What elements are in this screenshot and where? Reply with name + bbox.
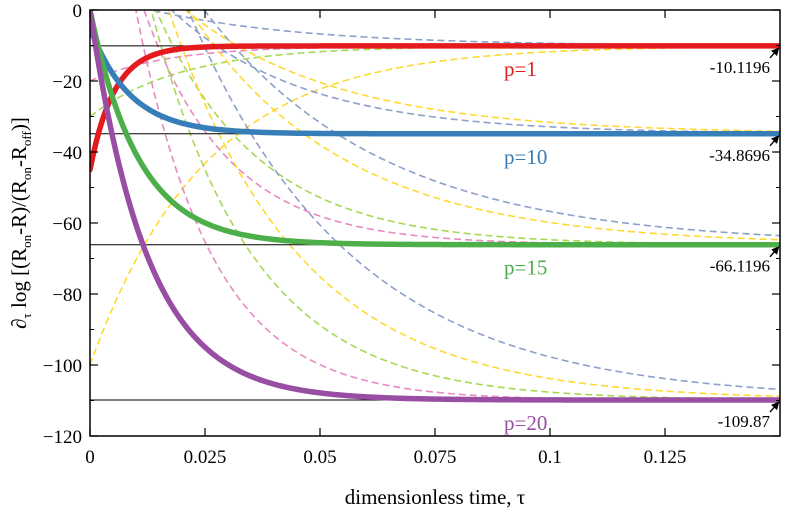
- x-tick-label: 0.075: [414, 447, 457, 468]
- series-line: [90, 10, 780, 248]
- dashed-curve: [155, 10, 780, 245]
- asymptote-arrow: [769, 47, 780, 59]
- x-tick-label: 0.1: [538, 447, 562, 468]
- asymptote-arrow: [769, 135, 780, 147]
- series-lines: [90, 10, 780, 403]
- dashed-curve: [167, 10, 780, 398]
- y-tick-label: −120: [43, 427, 82, 448]
- series-line: [90, 10, 780, 403]
- y-tick-label: −80: [52, 285, 82, 306]
- series-label: p=10: [504, 145, 547, 169]
- y-tick-label: 0: [73, 1, 83, 22]
- series-label: p=15: [504, 256, 547, 280]
- dashed-curve: [183, 10, 780, 133]
- y-tick-label: −100: [43, 356, 82, 377]
- x-tick-label: 0.025: [184, 447, 227, 468]
- x-tick-label: 0.125: [644, 447, 687, 468]
- dashed-curves: [90, 10, 780, 401]
- asymptote-arrow: [769, 246, 780, 258]
- series-label: p=20: [504, 411, 547, 435]
- plot-frame: [89, 9, 781, 437]
- series-line: [90, 43, 780, 173]
- asymptote-value-label: -10.1196: [710, 58, 770, 77]
- y-tick-label: −40: [52, 143, 82, 164]
- dashed-curve: [170, 10, 780, 134]
- dashed-curve: [148, 10, 780, 47]
- y-tick-label: −20: [52, 72, 82, 93]
- ticks: 0 0.025 0.05 0.075 0.1 0.125 0 −20 −40 −60 −80 −100…: [43, 1, 780, 468]
- dashed-curve: [143, 10, 780, 246]
- x-tick-label: 0.05: [303, 447, 336, 468]
- asymptote-value-label: -66.1196: [710, 257, 770, 276]
- x-axis-label: dimensionless time, τ: [345, 485, 526, 509]
- dashed-curve: [188, 10, 780, 241]
- series-line: [90, 25, 780, 137]
- dashed-curve: [90, 45, 780, 366]
- dashed-curve: [187, 10, 780, 391]
- dashed-curve: [135, 10, 780, 401]
- series-labels: p=1 -10.1196 p=10 -34.8696 p=15 -66.1196 p=20 -…: [504, 47, 780, 435]
- asymptote-lines: [90, 45, 780, 401]
- series-label: p=1: [504, 57, 537, 81]
- y-tick-label: −60: [52, 214, 82, 235]
- asymptote-value-label: -34.8696: [709, 146, 770, 165]
- asymptote-arrow: [769, 401, 780, 413]
- x-tick-label: 0: [85, 447, 95, 468]
- y-axis-label: ∂τ log [(Ron-R)/(Ron-Roff)]: [7, 117, 34, 329]
- asymptote-value-label: -109.87: [718, 412, 771, 431]
